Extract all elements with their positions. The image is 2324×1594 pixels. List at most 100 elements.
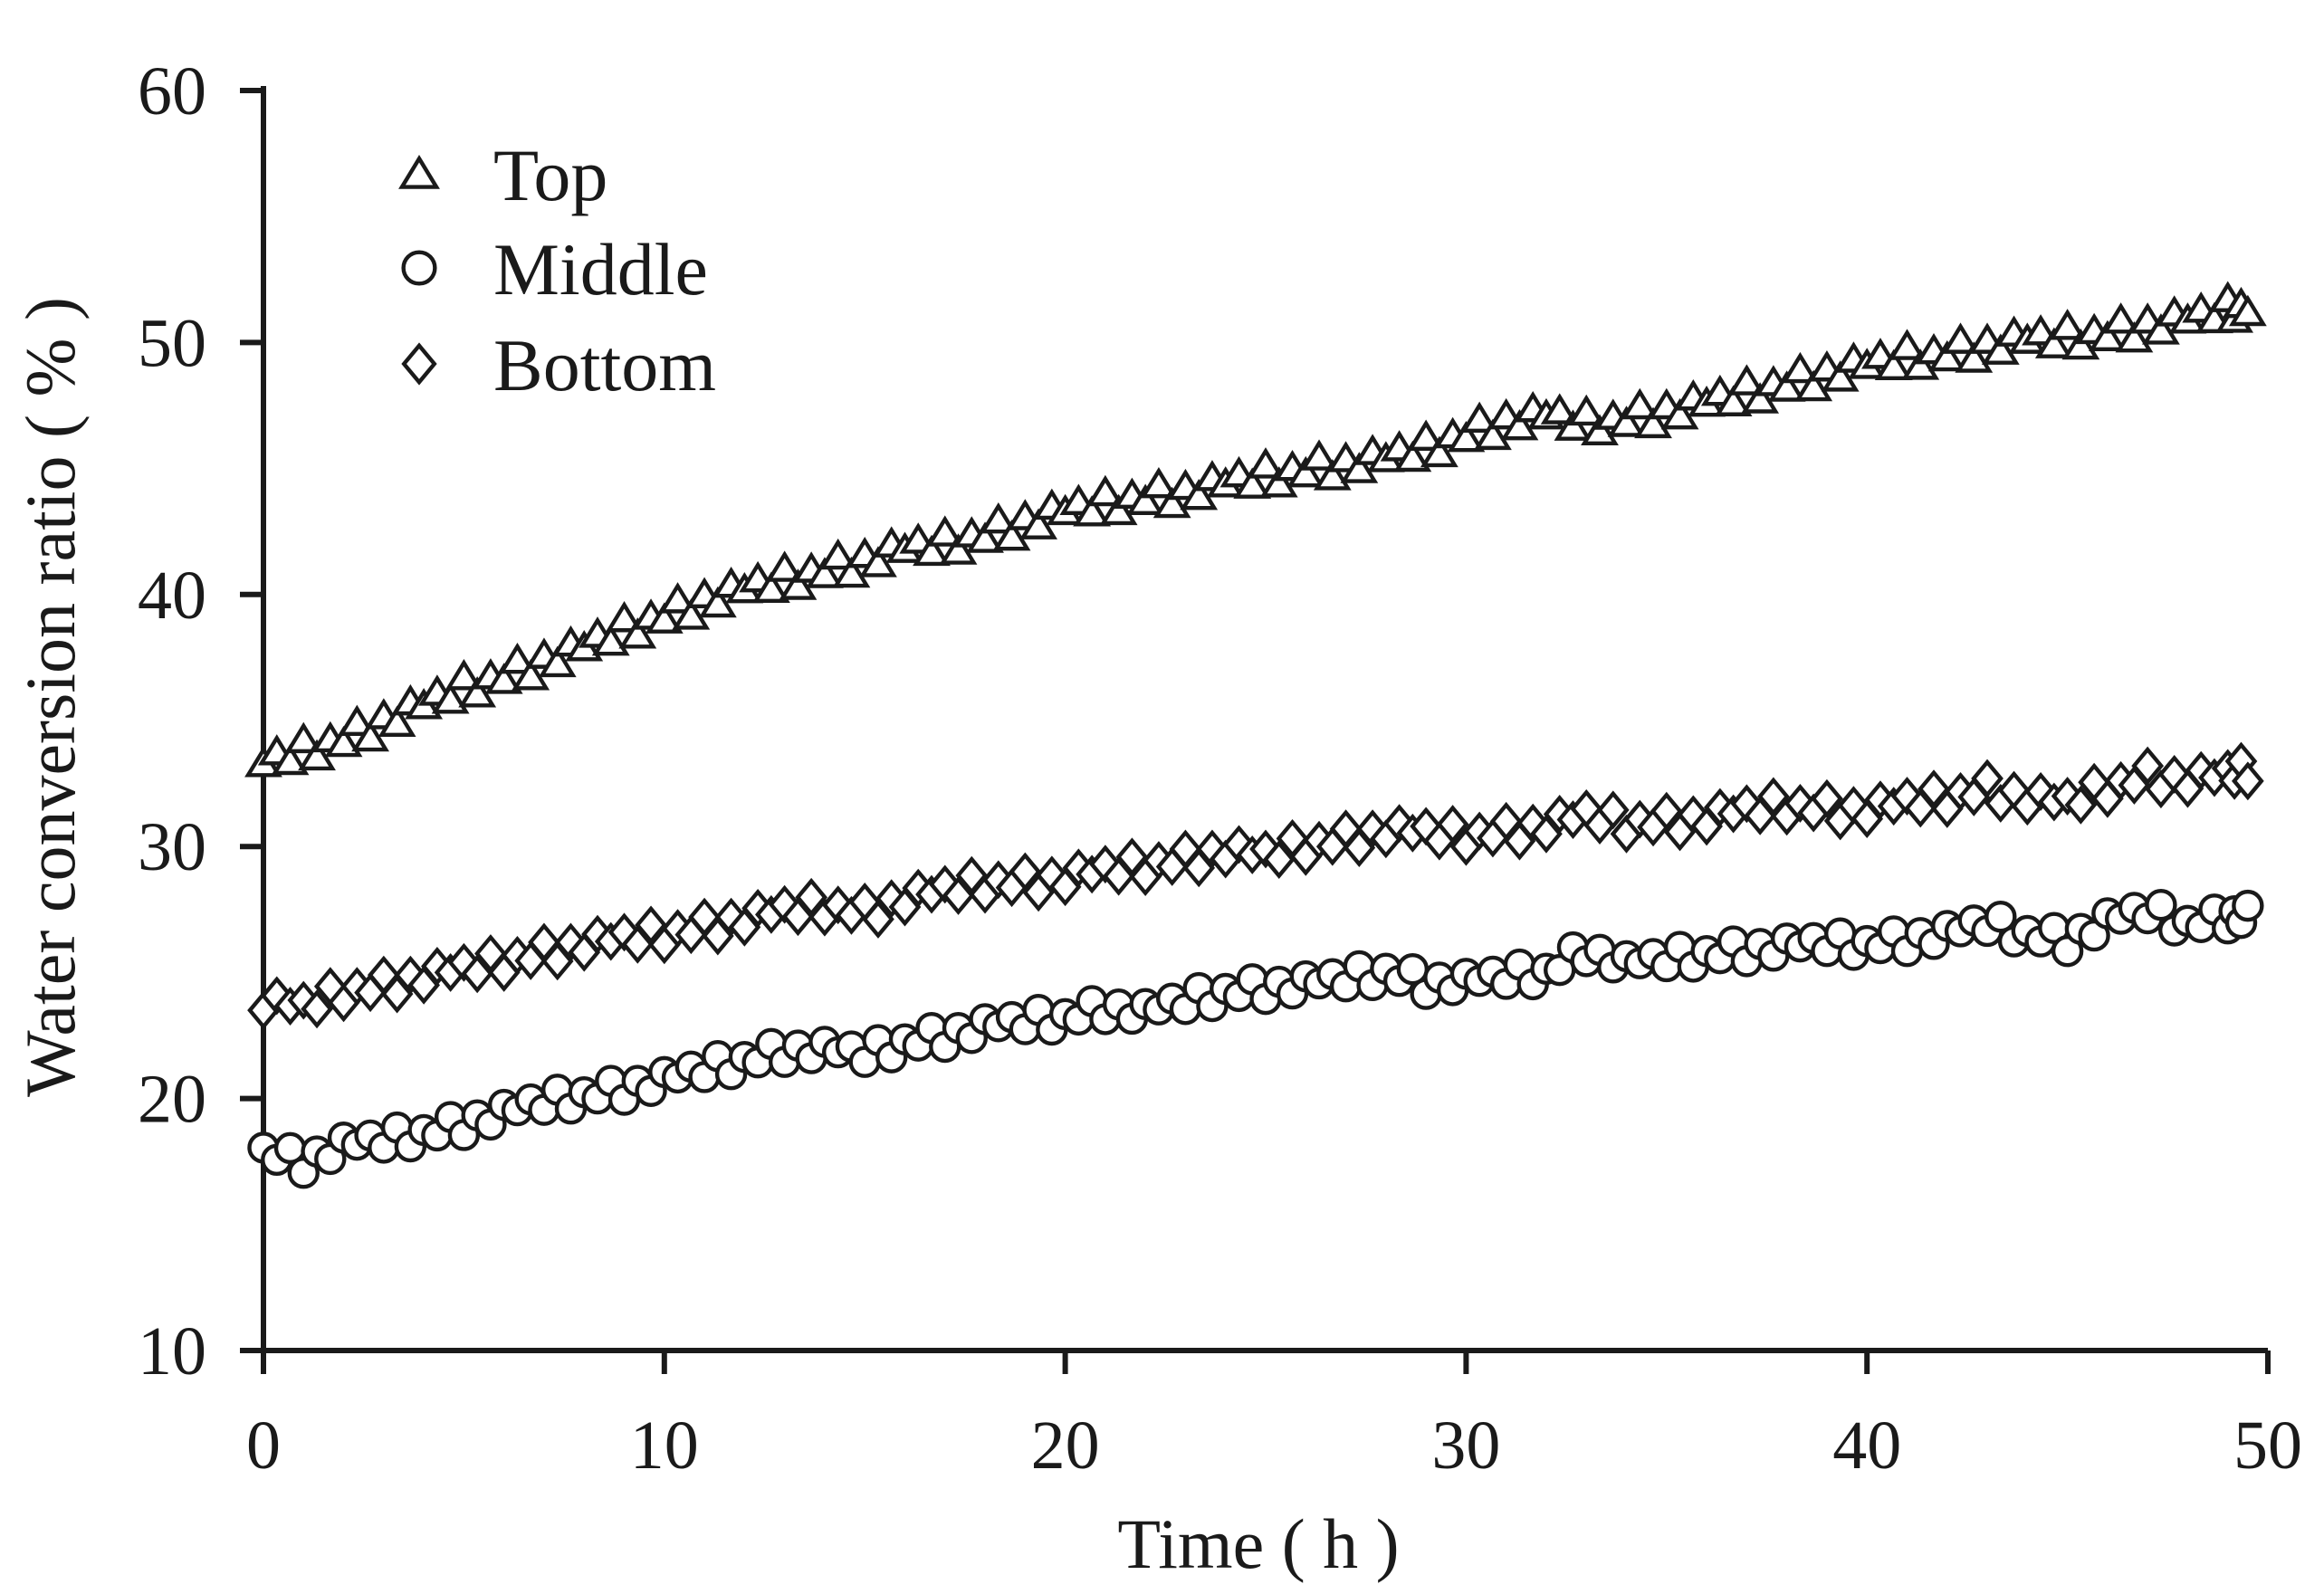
x-tick-label-0: 0 [246, 1408, 281, 1484]
data-point-top [1781, 351, 1820, 384]
data-point-bottom [2131, 746, 2165, 786]
data-point-top [2088, 320, 2127, 352]
data-point-top [1099, 493, 1138, 526]
y-tick-label-30: 30 [138, 809, 206, 885]
y-axis-title: Water conversion ratio ( % ) [11, 297, 90, 1097]
data-point-top [2048, 309, 2087, 340]
data-point-bottom [795, 877, 828, 917]
data-point-top [1085, 474, 1124, 507]
data-point-top [832, 556, 871, 588]
data-point-top [1247, 447, 1285, 479]
data-point-top [779, 568, 818, 600]
data-point-top [431, 682, 470, 714]
data-point-bottom [1530, 814, 1563, 854]
data-point-top [1313, 459, 1352, 491]
data-point-top [1727, 364, 1766, 396]
data-point-top [1607, 406, 1646, 437]
data-point-top [1540, 393, 1579, 425]
x-tick-label-50: 50 [2233, 1408, 2302, 1484]
data-point-top [925, 515, 964, 547]
data-point-bottom [1650, 791, 1683, 831]
data-point-top [1821, 360, 1860, 392]
data-point-top [2228, 294, 2267, 327]
data-point-top [2034, 327, 2073, 358]
data-point-top [271, 743, 310, 776]
data-point-top [512, 659, 550, 691]
data-point-top [1554, 409, 1592, 441]
series-top [244, 281, 2267, 778]
data-point-top [1126, 483, 1165, 515]
data-point-bottom [1596, 790, 1630, 830]
data-point-bottom [1971, 759, 2004, 798]
data-point-bottom [1436, 805, 1469, 845]
data-point-top [1901, 348, 1940, 380]
data-point-top [1180, 478, 1219, 511]
data-point-middle [1984, 900, 2017, 933]
data-point-top [378, 705, 416, 737]
data-point-top [1874, 348, 1913, 381]
data-point-top [1474, 418, 1512, 451]
data-point-bottom [1489, 801, 1523, 841]
data-point-top [806, 557, 844, 588]
data-point-bottom [1757, 777, 1790, 816]
data-point-top [1447, 420, 1486, 453]
data-point-top [1794, 369, 1833, 402]
data-point-top [1567, 394, 1606, 426]
data-point-top [1714, 385, 1753, 416]
data-point-top [351, 720, 389, 752]
data-point-top [538, 645, 577, 678]
series-layer [244, 281, 2267, 1189]
data-point-top [1140, 466, 1178, 499]
data-point-top [765, 550, 804, 582]
x-axis-title: Time ( h ) [1117, 1504, 1399, 1583]
data-point-top [1393, 440, 1432, 472]
data-point-top [1981, 333, 2020, 365]
data-point-top [2115, 320, 2154, 353]
data-point-top [1888, 329, 1927, 360]
data-point-top [751, 571, 790, 603]
legend-label-middle: Middle [493, 228, 708, 310]
data-point-top [2061, 328, 2100, 360]
y-tick-label-40: 40 [138, 558, 206, 634]
data-point-top [1634, 406, 1672, 439]
data-point-top [591, 624, 630, 656]
data-point-bottom [821, 885, 855, 925]
data-point-bottom [607, 912, 641, 952]
data-point-top [458, 676, 497, 708]
data-point-top [1286, 455, 1325, 488]
data-point-bottom [1918, 769, 1950, 809]
legend-marker-triangle [398, 154, 440, 189]
data-point-top [1941, 322, 1980, 354]
data-point-top [498, 642, 537, 674]
data-point-top [1460, 401, 1499, 434]
series-middle [247, 888, 2264, 1189]
data-point-bottom [942, 876, 975, 915]
data-point-top [979, 501, 1018, 534]
data-point-top [698, 586, 737, 618]
data-point-top [1152, 486, 1191, 519]
legend: Top Middle Bottom [398, 134, 716, 406]
data-point-top [445, 659, 483, 691]
data-point-bottom [862, 900, 894, 939]
data-point-bottom [2064, 785, 2098, 825]
data-point-top [284, 721, 323, 754]
data-point-top [324, 725, 363, 758]
data-point-top [1955, 341, 1994, 373]
data-point-top [1767, 370, 1806, 402]
series-bottom [247, 741, 2264, 1030]
data-point-top [1741, 382, 1780, 414]
data-point-top [939, 533, 978, 565]
data-point-top [913, 534, 951, 567]
data-point-top [966, 521, 1004, 553]
y-tick-label-20: 20 [138, 1062, 206, 1138]
legend-label-bottom: Bottom [493, 324, 716, 406]
data-point-top [484, 663, 523, 694]
x-tick-label-40: 40 [1832, 1408, 1901, 1484]
data-point-top [1581, 414, 1619, 445]
legend-marker-circle [401, 250, 437, 286]
y-tick-label-60: 60 [138, 53, 206, 129]
data-point-top [818, 538, 857, 570]
legend-item-middle: Middle [401, 228, 708, 310]
